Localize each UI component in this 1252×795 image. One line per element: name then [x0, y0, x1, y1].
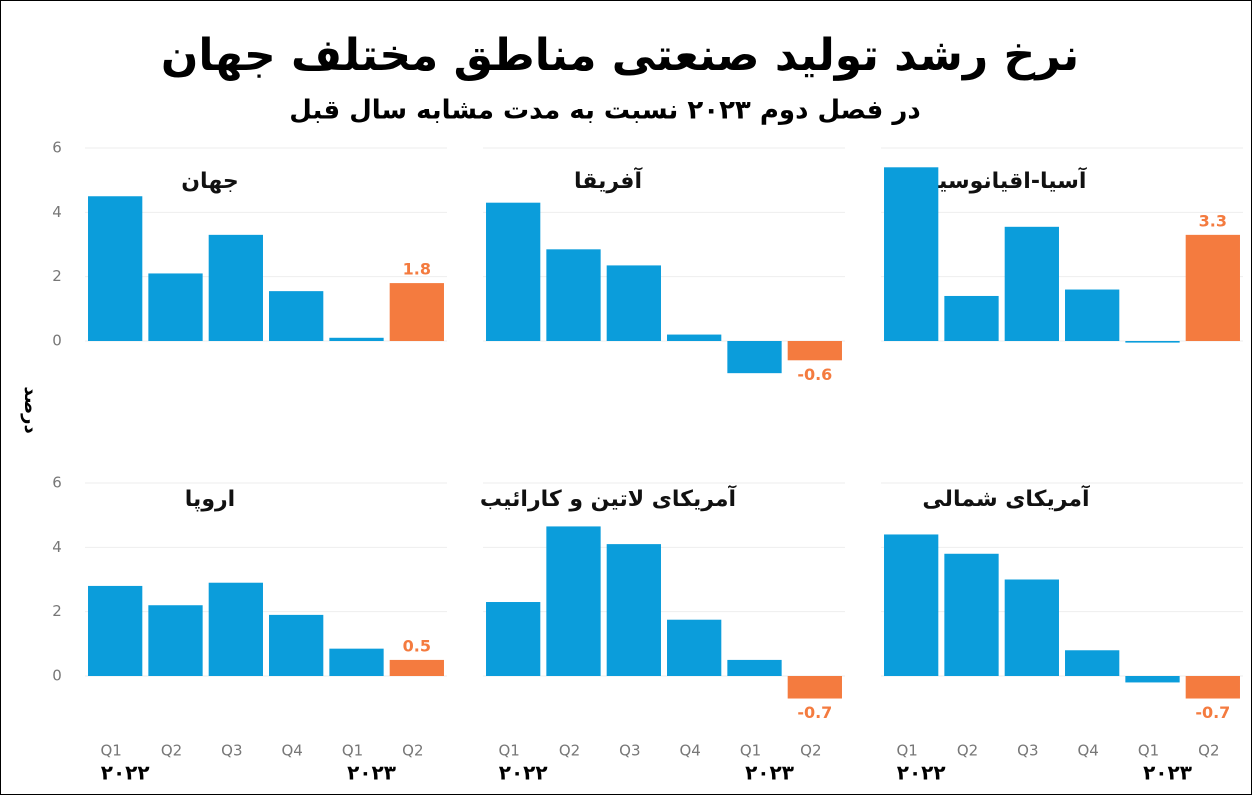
bar [148, 605, 203, 676]
value-label: -0.7 [797, 703, 832, 722]
x-tick-label: Q1 [896, 742, 917, 760]
bar [208, 234, 263, 341]
bar [1004, 226, 1059, 341]
panel-title: آسیا-اقیانوسیه [926, 166, 1087, 194]
y-tick-label: 4 [52, 203, 62, 221]
bar [88, 585, 143, 676]
bar [1185, 676, 1240, 699]
bar [667, 334, 722, 341]
bar [1065, 650, 1120, 676]
bar [944, 553, 999, 676]
value-label: 3.3 [1199, 211, 1227, 230]
chart-subtitle: در فصل دوم ۲۰۲۳ نسبت به مدت مشابه سال قب… [289, 96, 920, 126]
bar [944, 295, 999, 341]
bar [148, 273, 203, 341]
bar [884, 167, 939, 341]
y-tick-label: 0 [52, 332, 62, 350]
bar [269, 614, 324, 676]
x-tick-label: Q2 [402, 742, 423, 760]
x-tick-label: Q1 [1138, 742, 1159, 760]
value-label: -0.7 [1195, 703, 1230, 722]
bar [606, 544, 661, 676]
bar [606, 265, 661, 341]
bar [1004, 579, 1059, 676]
bar [269, 291, 324, 341]
panel-title: آفریقا [574, 166, 642, 194]
value-label: -0.6 [797, 365, 832, 384]
bar [486, 202, 541, 341]
x-tick-label: Q4 [1077, 742, 1098, 760]
bar [486, 602, 541, 676]
value-label: 0.5 [403, 636, 431, 655]
y-tick-label: 4 [52, 538, 62, 556]
y-tick-label: 2 [52, 267, 62, 285]
bar [1125, 676, 1180, 683]
y-tick-label: 0 [52, 667, 62, 685]
panel-title: اروپا [185, 487, 235, 512]
bar [329, 337, 384, 341]
bar [667, 619, 722, 676]
bar [546, 526, 601, 676]
x-tick-label: Q2 [800, 742, 821, 760]
x-tick-label: Q3 [221, 742, 242, 760]
x-tick-label: Q4 [281, 742, 302, 760]
y-axis-label: درصد [20, 386, 41, 433]
bar [727, 341, 782, 374]
bar [389, 659, 444, 676]
x-tick-label: Q3 [619, 742, 640, 760]
x-tick-label: Q2 [957, 742, 978, 760]
panel-title: آمریکای شمالی [922, 484, 1090, 512]
y-tick-label: 6 [52, 139, 62, 157]
chart-title: نرخ رشد تولید صنعتی مناطق مختلف جهان [161, 30, 1079, 81]
x-tick-label: Q2 [1198, 742, 1219, 760]
x-group-label: ۲۰۲۳ [745, 761, 794, 785]
bar [1185, 234, 1240, 341]
bar [884, 534, 939, 676]
bar [329, 648, 384, 676]
bar [208, 582, 263, 676]
x-group-label: ۲۰۲۲ [499, 761, 548, 785]
bar [1065, 289, 1120, 341]
bar [727, 659, 782, 676]
y-tick-label: 6 [52, 474, 62, 492]
x-tick-label: Q1 [498, 742, 519, 760]
bar [546, 249, 601, 341]
value-label: 1.8 [403, 260, 431, 279]
x-group-label: ۲۰۲۳ [1143, 761, 1192, 785]
y-tick-label: 2 [52, 602, 62, 620]
bar [1125, 341, 1180, 343]
x-tick-label: Q2 [559, 742, 580, 760]
panel-title: آمریکای لاتین و کارائیب [480, 484, 737, 512]
x-tick-label: Q3 [1017, 742, 1038, 760]
bar [787, 341, 842, 361]
bar [389, 283, 444, 341]
x-tick-label: Q4 [679, 742, 700, 760]
bar [88, 196, 143, 341]
x-tick-label: Q1 [740, 742, 761, 760]
x-group-label: ۲۰۲۲ [101, 761, 150, 785]
x-tick-label: Q1 [100, 742, 121, 760]
x-tick-label: Q2 [161, 742, 182, 760]
x-tick-label: Q1 [342, 742, 363, 760]
x-group-label: ۲۰۲۳ [347, 761, 396, 785]
bar [787, 676, 842, 699]
panel-title: جهان [181, 169, 238, 194]
x-group-label: ۲۰۲۲ [897, 761, 946, 785]
